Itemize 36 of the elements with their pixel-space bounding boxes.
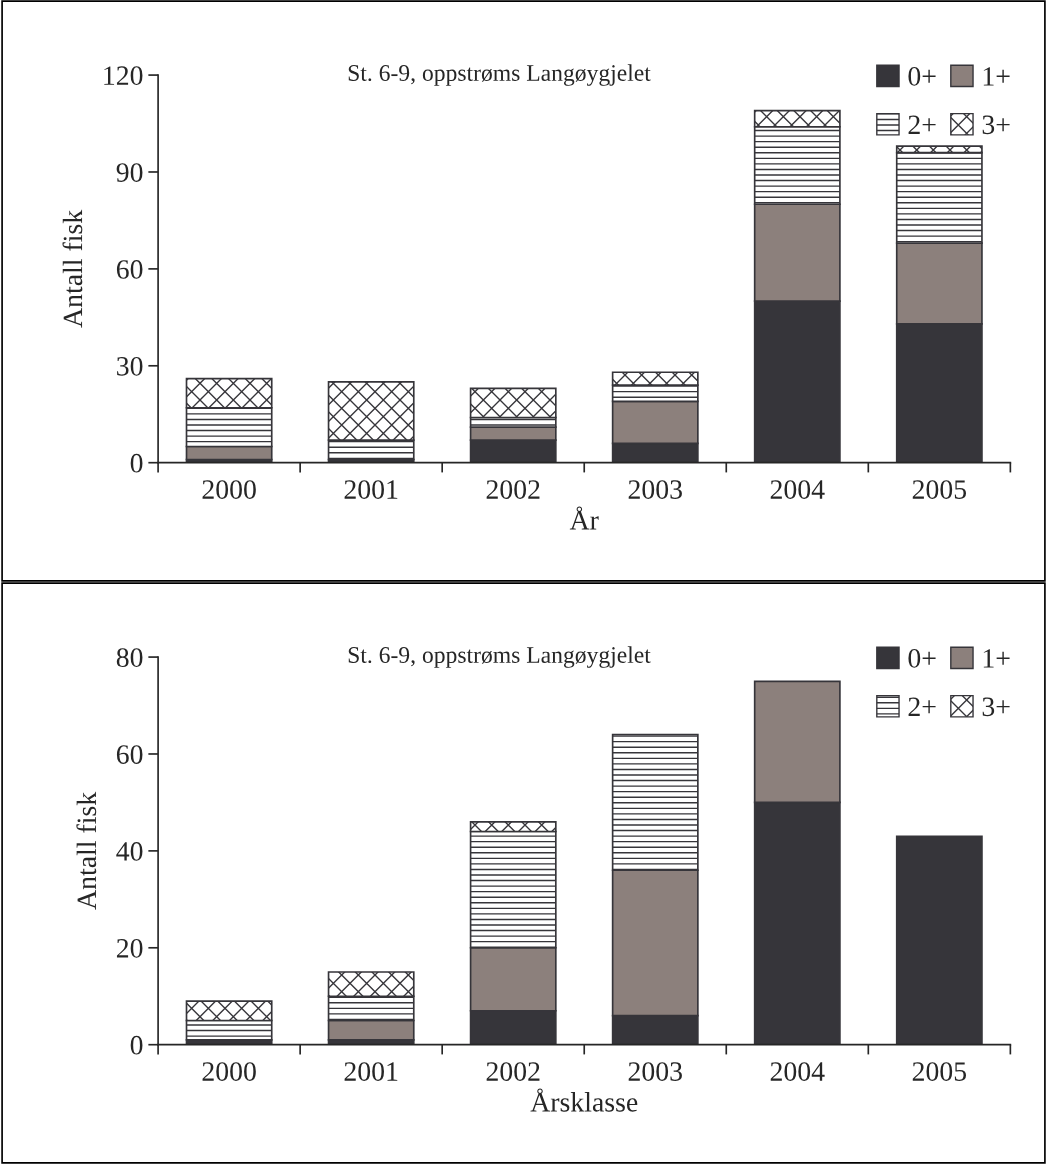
x-axis-title: År — [569, 506, 599, 530]
y-tick-label: 90 — [116, 163, 143, 182]
x-axis-title: Årsklasse — [530, 1088, 638, 1112]
legend-label: 2+ — [908, 115, 936, 134]
legend-label: 0+ — [908, 649, 936, 668]
legend-label: 1+ — [983, 67, 1010, 86]
y-tick-label: 60 — [116, 260, 143, 279]
x-tick-label: 2005 — [912, 1062, 967, 1081]
y-axis-title: Antall fisk — [62, 209, 83, 328]
y-tick-label: 0 — [130, 1035, 143, 1055]
y-tick-label: 40 — [116, 842, 143, 861]
x-tick-label: 2003 — [628, 1062, 682, 1081]
y-tick-label: 20 — [116, 938, 143, 958]
x-tick-label: 2004 — [770, 1062, 825, 1081]
y-tick-label: 0 — [130, 453, 143, 473]
legend-label: 2+ — [908, 697, 936, 716]
x-tick-label: 2001 — [344, 1062, 398, 1081]
y-axis-title: Antall fisk — [76, 791, 97, 910]
x-tick-label: 2002 — [486, 1062, 540, 1081]
x-tick-label: 2004 — [770, 480, 825, 499]
legend-label: 3+ — [982, 115, 1010, 135]
x-tick-label: 2002 — [486, 480, 540, 499]
y-tick-label: 30 — [117, 356, 143, 376]
y-tick-label: 80 — [116, 648, 143, 667]
legend-label: 1+ — [983, 649, 1010, 668]
x-tick-label: 2005 — [912, 480, 967, 499]
x-tick-label: 2003 — [628, 480, 682, 499]
x-tick-label: 2000 — [202, 480, 256, 499]
x-tick-label: 2000 — [202, 1062, 256, 1081]
y-tick-label: 120 — [104, 66, 143, 85]
legend-label: 3+ — [982, 697, 1010, 717]
chart-title: St. 6-9, oppstrøms Langøygjelet — [348, 64, 651, 86]
chart-title: St. 6-9, oppstrøms Langøygjelet — [348, 646, 651, 668]
y-tick-label: 60 — [116, 745, 143, 764]
legend-label: 0+ — [908, 67, 936, 86]
x-tick-label: 2001 — [344, 480, 398, 499]
